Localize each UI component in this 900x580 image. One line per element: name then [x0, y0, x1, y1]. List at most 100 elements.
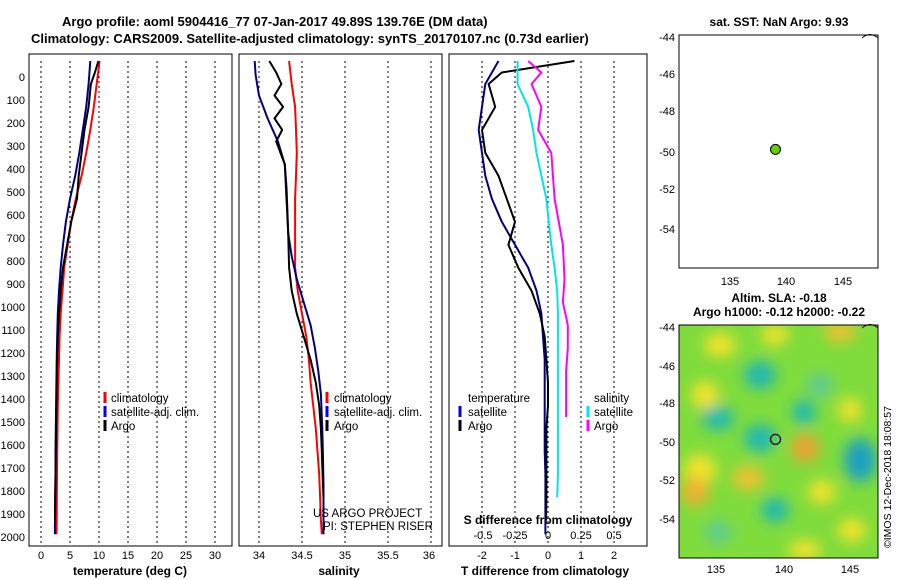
- depth-tick: 1300: [1, 371, 25, 383]
- depth-tick: 400: [7, 164, 25, 176]
- series-line-climatology: [288, 60, 323, 535]
- difference-series: [477, 60, 575, 535]
- title-line2: Climatology: CARS2009. Satellite-adjuste…: [31, 31, 589, 46]
- series-line-argo: [268, 60, 325, 498]
- salinity-panel: 34 34.5 35 35.5 36 salinity climatology …: [238, 53, 443, 578]
- sla-map-axes: [678, 324, 879, 559]
- heatmap-cell: [844, 438, 876, 482]
- series-line-salinity-argo: [527, 60, 569, 417]
- heatmap-blobs: [681, 325, 876, 558]
- credit-pi: PI: STEPHEN RISER: [323, 521, 433, 533]
- temperature-xlabel: temperature (deg C): [73, 564, 187, 578]
- temperature-panel: 0 100 200 300 400 500 600 700 800 900 10…: [1, 53, 233, 578]
- lat-tick: -54: [659, 514, 675, 526]
- s-diff-label: S difference from climatology: [464, 513, 633, 527]
- depth-tick: 1400: [1, 394, 25, 406]
- s-diff-tick: -0.25: [502, 530, 527, 542]
- depth-tick: 1500: [1, 417, 25, 429]
- heatmap-cell: [691, 381, 719, 409]
- heatmap-cell: [792, 400, 816, 424]
- salinity-legend: climatology satellite-adj. clim. Argo: [325, 392, 422, 433]
- lat-tick: -44: [659, 322, 675, 334]
- temp-tick: 20: [151, 550, 163, 562]
- sal-tick: 36: [423, 550, 435, 562]
- lat-tick: -50: [659, 437, 675, 449]
- depth-tick: 900: [7, 279, 25, 291]
- difference-salinity-legend: salinity satellite Argo: [586, 393, 633, 433]
- legend-title: salinity: [594, 393, 629, 405]
- s-diff-tick: 0.5: [606, 530, 621, 542]
- heatmap-cell: [684, 454, 716, 486]
- heatmap-cell: [806, 373, 834, 397]
- argo-float-marker: [770, 143, 781, 155]
- heatmap-cell: [761, 498, 789, 522]
- sla-heatmap: [679, 325, 878, 558]
- temp-tick: 0: [38, 550, 44, 562]
- temp-tick: 30: [209, 550, 221, 562]
- depth-tick: 1800: [1, 486, 25, 498]
- sal-tick: 34: [253, 550, 265, 562]
- depth-tick: 600: [7, 210, 25, 222]
- series-line-argo: [54, 60, 100, 521]
- depth-tick: 1000: [1, 302, 25, 314]
- legend-title: temperature: [468, 393, 530, 405]
- s-diff-tick: -0.5: [474, 530, 493, 542]
- t-diff-xlabel: T difference from climatology: [461, 564, 629, 578]
- t-diff-tick: -1: [510, 550, 520, 562]
- depth-tick: 1200: [1, 348, 25, 360]
- depth-tick: 300: [7, 141, 25, 153]
- depth-tick: 800: [7, 256, 25, 268]
- series-line-temperature-satellite: [477, 60, 547, 535]
- heatmap-cell: [838, 398, 862, 422]
- lat-tick: -48: [659, 106, 675, 118]
- t-diff-tick: 1: [578, 550, 584, 562]
- heatmap-cell: [791, 434, 819, 462]
- series-line-temperature-argo: [481, 60, 575, 521]
- temp-tick: 5: [67, 550, 73, 562]
- lat-tick: -52: [659, 475, 675, 487]
- sla-map: Altim. SLA: -0.18 Argo h1000: -0.12 h200…: [659, 291, 894, 576]
- legend-label: climatology: [111, 393, 169, 405]
- temp-tick: 10: [93, 550, 105, 562]
- legend-label: satellite-adj. clim.: [334, 407, 422, 419]
- title-line1: Argo profile: aoml 5904416_77 07-Jan-201…: [62, 14, 488, 29]
- heatmap-cell: [704, 333, 736, 357]
- t-diff-tick: 0: [545, 550, 551, 562]
- heatmap-cell: [704, 520, 732, 544]
- argo-float-marker: [769, 433, 782, 445]
- temp-tick: 25: [180, 550, 192, 562]
- sla-map-title-2: Argo h1000: -0.12 h2000: -0.22: [693, 305, 865, 319]
- sst-map: sat. SST: NaN Argo: 9.93 -44 -46 -48 -50…: [659, 15, 879, 288]
- depth-ticks: 0 100 200 300 400 500 600 700 800 900 10…: [1, 72, 25, 544]
- sal-tick: 35: [339, 550, 351, 562]
- legend-label: satellite: [594, 407, 633, 419]
- lon-tick: 135: [721, 276, 739, 288]
- sal-tick: 35.5: [377, 550, 398, 562]
- legend-label: satellite-adj. clim.: [111, 407, 199, 419]
- credit-project: US ARGO PROJECT: [313, 508, 422, 520]
- heatmap-cell: [761, 325, 789, 345]
- lon-tick: 145: [841, 564, 859, 576]
- depth-tick: 700: [7, 233, 25, 245]
- heatmap-cell: [732, 466, 764, 490]
- legend-label: climatology: [334, 393, 392, 405]
- s-diff-tick: 0.25: [570, 530, 591, 542]
- sst-map-title: sat. SST: NaN Argo: 9.93: [710, 15, 849, 29]
- difference-axes: [448, 53, 648, 547]
- heatmap-cell: [702, 406, 734, 430]
- depth-tick: 1100: [1, 325, 25, 337]
- depth-tick: 0: [19, 72, 25, 84]
- series-line-climatology: [55, 60, 101, 535]
- legend-label: Argo: [111, 421, 135, 433]
- difference-temperature-legend: temperature satellite Argo: [458, 393, 530, 433]
- lon-tick: 145: [834, 276, 852, 288]
- lat-tick: -48: [659, 398, 675, 410]
- lat-tick: -54: [659, 224, 675, 236]
- lon-tick: 140: [777, 276, 795, 288]
- legend-label: Argo: [594, 421, 618, 433]
- depth-tick: 1700: [1, 463, 25, 475]
- lat-tick: -46: [659, 361, 675, 373]
- lon-tick: 140: [775, 564, 793, 576]
- depth-tick: 1900: [1, 509, 25, 521]
